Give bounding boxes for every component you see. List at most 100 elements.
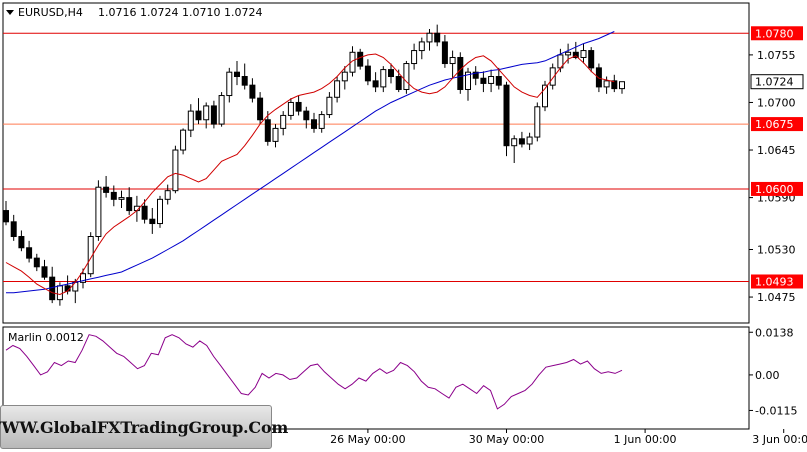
candle [518,131,525,148]
candle [126,187,133,215]
candle-body [149,218,156,225]
candle [257,92,264,125]
candle [311,112,317,133]
candle [418,37,425,60]
candle [326,92,333,119]
candle [203,102,210,129]
level-badge-bg [751,26,803,41]
candle-body [457,56,464,90]
candle [33,253,40,272]
candle [434,24,441,47]
candle-body [257,97,264,121]
candle [488,69,495,93]
candle [341,66,348,90]
candle-body [187,110,194,131]
candles [3,24,625,306]
indicator-label: Marlin 0.0012 [8,331,84,344]
candle [457,52,464,94]
candle-body [264,119,271,142]
candle-body [465,71,471,90]
candle-body [441,41,448,65]
candle [303,106,310,129]
candle-body [488,76,495,84]
candle-body [449,56,456,65]
candle-body [595,67,602,88]
candle-body [364,65,371,82]
candle [388,63,394,84]
watermark-logo: WWW.GlobalFXTradingGroup.Com [0,405,288,449]
candle [95,180,102,241]
collapse-icon[interactable] [6,10,14,15]
candle [364,59,371,86]
candle-body [572,51,579,58]
price-tick-label: 1.0530 [757,243,796,256]
candle-body [180,129,187,151]
candle [334,76,341,103]
time-tick-label: 26 May 00:00 [330,433,405,446]
candle-body [534,106,541,138]
candle-body [542,84,548,108]
level-badge: 1.0600 [751,181,803,196]
price-axis: 1.04751.05301.05901.06451.07001.07550.01… [749,26,804,417]
candle [411,43,418,70]
candle [549,63,556,90]
candle-body [95,186,102,238]
candle [372,72,379,93]
candle-body [549,67,556,86]
candle [449,50,456,79]
candle [234,60,240,86]
osc-tick-label: 0.0138 [755,326,794,339]
candle-body [395,76,402,90]
candle-body [249,84,256,99]
candle [465,67,471,101]
candle-body [303,110,310,121]
candle-body [318,114,325,129]
ma-fast-line [5,53,615,296]
candle-body [388,69,394,78]
candle [172,145,179,194]
candle-body [110,191,117,200]
candle-body [588,50,595,69]
candle-body [118,197,125,200]
time-axis: 26 May 00:00 30 May 00:00 1 Jun 00:00 3 Jun… [330,429,807,446]
level-lines [3,32,749,282]
level-badge-bg [751,117,803,132]
ma-slow-line [6,31,615,294]
level-badge-label: 1.0780 [755,27,794,40]
candle-body [503,84,510,147]
ohlc-readout: 1.0716 1.0724 1.0710 1.0724 [98,6,262,19]
level-badge-label: 1.0675 [755,118,794,131]
time-tick-label: 3 Jun 00:00 [752,433,807,446]
candle [357,48,364,70]
candle-body [26,247,33,259]
candle-body [472,71,479,79]
moving-averages [5,31,615,296]
level-badge-label: 1.0600 [755,183,794,196]
level-badge-label: 1.0493 [755,275,794,288]
oscillator [5,334,623,410]
candle-body [280,114,287,129]
candle [603,76,610,94]
candle-body [480,77,487,84]
candle-body [56,285,63,301]
candle [287,98,294,120]
candle-body [241,76,248,86]
candle [3,201,9,226]
candle-body [272,127,279,142]
candle-body [10,221,17,238]
candle [511,135,518,163]
candle-body [164,190,171,200]
candle-body [3,210,9,223]
candle-body [426,32,433,43]
level-badge: 1.0780 [751,26,803,41]
candle-body [580,50,587,58]
price-tick-label: 1.0700 [757,96,796,109]
candle [218,92,225,127]
candle-body [103,186,110,193]
watermark-text: WWW.GlobalFXTradingGroup.Com [0,417,289,437]
candle [180,128,187,155]
candle-body [311,119,317,129]
candle-body [518,138,525,145]
candle-body [526,136,533,145]
